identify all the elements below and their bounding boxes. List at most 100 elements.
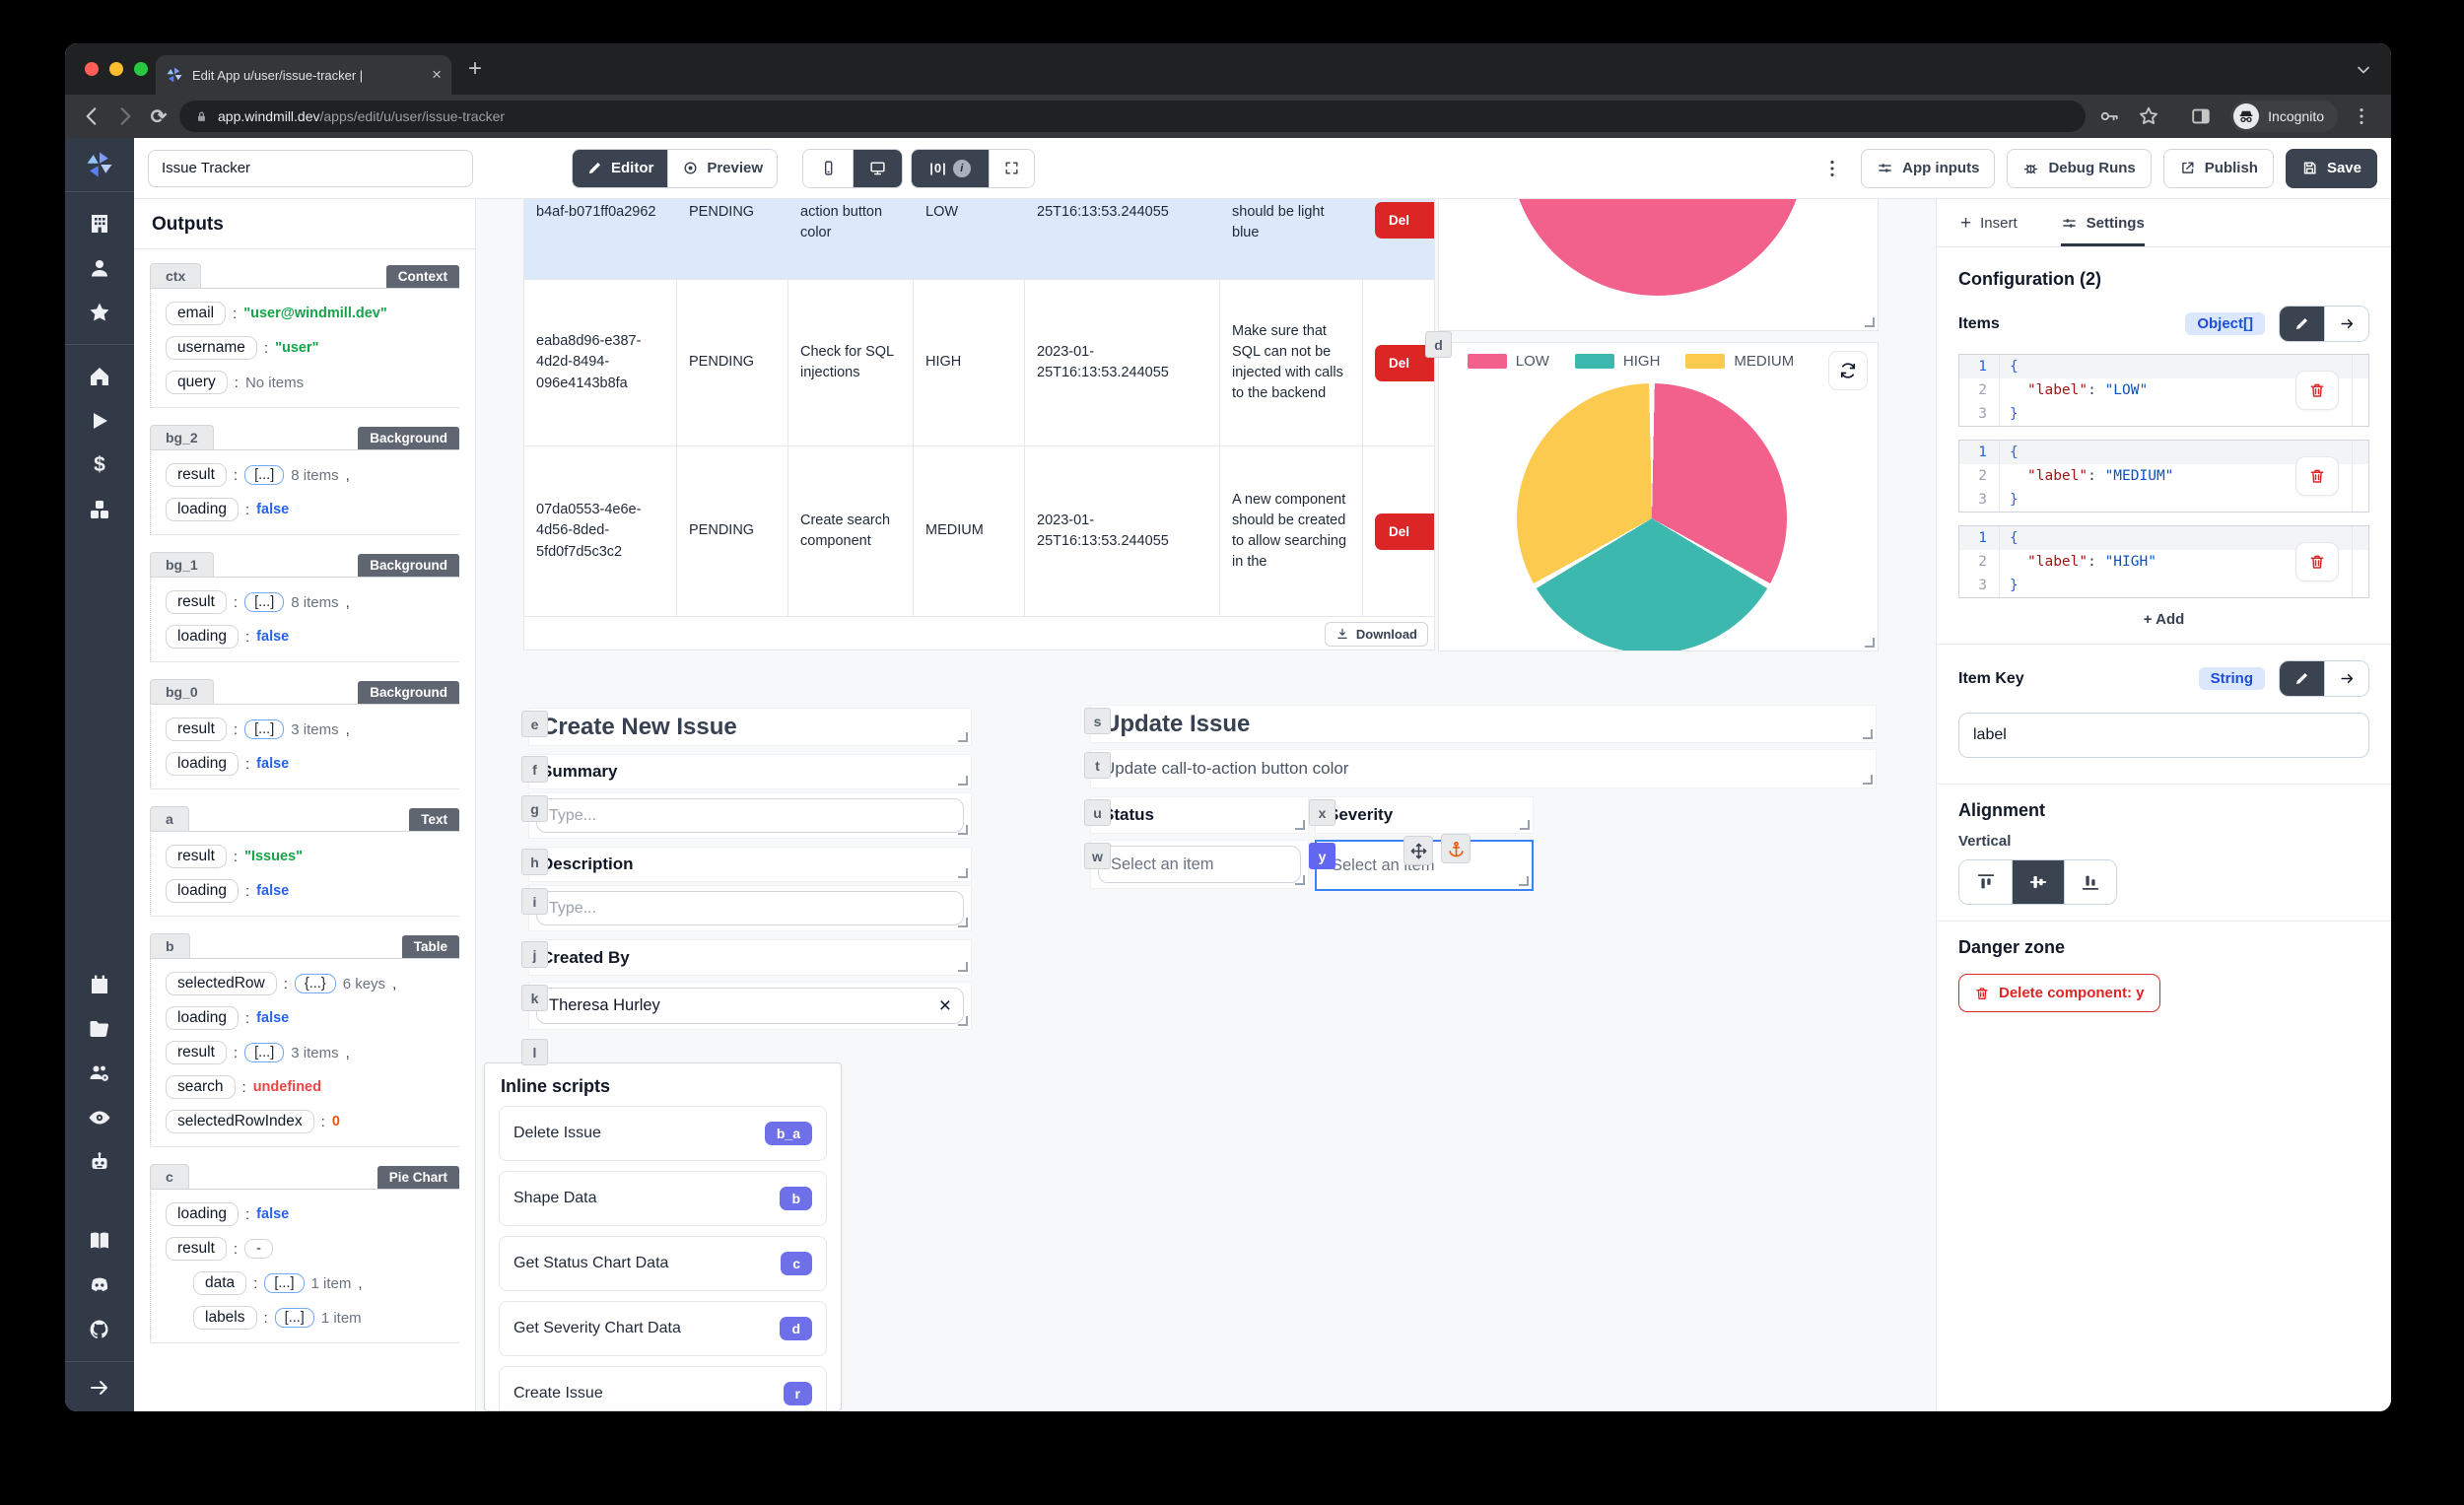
discord-icon[interactable] (88, 1273, 111, 1297)
inline-script-item[interactable]: Get Status Chart Data c (499, 1236, 827, 1291)
password-key-icon[interactable] (2098, 105, 2120, 127)
tab-insert[interactable]: + Insert (1960, 212, 2018, 234)
download-button[interactable]: Download (1324, 621, 1428, 647)
output-key[interactable]: selectedRow (166, 972, 277, 995)
incognito-badge[interactable]: Incognito (2230, 101, 2338, 132)
output-key[interactable]: labels (193, 1306, 257, 1330)
table-row[interactable]: b4af-b071ff0a2962 PENDING action button co… (524, 199, 1434, 279)
component-tab-l[interactable]: l (521, 1039, 548, 1065)
add-item-button[interactable]: + Add (2143, 611, 2185, 628)
output-section-id[interactable]: a (150, 806, 189, 831)
browser-menu-icon[interactable] (2351, 105, 2372, 127)
component-tab-s[interactable]: s (1084, 708, 1111, 734)
output-key[interactable]: query (166, 371, 228, 394)
component-tab-i[interactable]: i (521, 888, 548, 915)
output-section-id[interactable]: c (150, 1164, 189, 1189)
anchor-component-button[interactable] (1441, 834, 1471, 863)
clear-selection-icon[interactable]: × (938, 994, 951, 1017)
update-issue-subtitle[interactable]: Update call-to-action button color (1090, 749, 1877, 788)
tab-close-icon[interactable]: × (432, 65, 442, 84)
update-issue-title[interactable]: Update Issue (1090, 705, 1877, 743)
reload-icon[interactable]: ⟳ (150, 105, 168, 128)
expand-chip[interactable]: {...} (294, 974, 336, 993)
item-key-input[interactable] (1958, 713, 2369, 758)
table-row[interactable]: 07da0553-4e6e-4d56-8ded-5fd0f7d5c3c2 PEND… (524, 445, 1434, 616)
publish-button[interactable]: Publish (2162, 148, 2274, 188)
expand-chip[interactable]: - (244, 1239, 273, 1259)
expand-chip[interactable]: [...] (244, 719, 285, 739)
component-tab-x[interactable]: x (1309, 799, 1335, 826)
close-window-button[interactable] (85, 62, 99, 76)
back-icon[interactable] (79, 103, 104, 129)
table-component[interactable]: b4af-b071ff0a2962 PENDING action button co… (523, 199, 1435, 650)
calendar-icon[interactable] (88, 973, 111, 996)
minimize-window-button[interactable] (109, 62, 123, 76)
align-top-button[interactable] (1959, 860, 2012, 904)
output-key[interactable]: loading (166, 879, 239, 903)
output-key[interactable]: email (166, 302, 227, 325)
output-section-id[interactable]: b (150, 933, 190, 958)
editor-button[interactable]: Editor (573, 149, 668, 187)
preview-button[interactable]: Preview (667, 149, 778, 187)
output-key[interactable]: result (166, 590, 227, 614)
delete-item-button[interactable] (2295, 542, 2339, 581)
align-bottom-button[interactable] (2064, 860, 2116, 904)
output-key[interactable]: result (166, 463, 227, 487)
legend-item[interactable]: HIGH (1574, 353, 1660, 370)
maximize-window-button[interactable] (134, 62, 148, 76)
home-icon[interactable] (88, 365, 111, 388)
save-button[interactable]: Save (2285, 148, 2377, 188)
item-key-connect-button[interactable] (2324, 661, 2368, 696)
users-icon[interactable] (88, 1061, 111, 1085)
status-label[interactable]: Status (1090, 796, 1309, 834)
severity-pie-chart-component[interactable]: LOW HIGH MEDIUM (1438, 342, 1879, 651)
address-bar[interactable]: app.windmill.dev/apps/edit/u/user/issue-… (179, 101, 2087, 132)
cubes-icon[interactable] (88, 498, 111, 521)
windmill-logo-icon[interactable] (85, 150, 114, 179)
item-json-editor[interactable]: 1{2 "label": "MEDIUM" 3} (1958, 440, 2369, 513)
created-by-select[interactable]: Theresa Hurley × (536, 988, 964, 1024)
output-section-id[interactable]: bg_2 (150, 425, 214, 449)
folder-icon[interactable] (88, 1017, 111, 1041)
status-select[interactable]: Select an item (1098, 846, 1301, 883)
output-key[interactable]: result (166, 1041, 227, 1064)
mobile-view-button[interactable] (803, 149, 854, 187)
expand-chip[interactable]: [...] (244, 592, 285, 612)
delete-row-button[interactable]: Del (1375, 202, 1434, 239)
output-key[interactable]: result (166, 845, 227, 868)
fullscreen-button[interactable] (989, 149, 1035, 187)
refresh-chart-button[interactable] (1828, 351, 1868, 390)
inline-script-item[interactable]: Delete Issue b_a (499, 1106, 827, 1161)
component-tab-d[interactable]: d (1425, 331, 1452, 358)
output-section-id[interactable]: ctx (150, 263, 202, 288)
expand-chip[interactable]: [...] (274, 1308, 314, 1328)
component-tab-e[interactable]: e (521, 711, 548, 737)
output-key[interactable]: result (166, 1237, 227, 1261)
output-key[interactable]: loading (166, 498, 239, 521)
items-connect-button[interactable] (2324, 307, 2368, 341)
component-tab-w[interactable]: w (1084, 843, 1111, 869)
item-json-editor[interactable]: 1{2 "label": "HIGH" 3} (1958, 525, 2369, 598)
delete-item-button[interactable] (2295, 371, 2339, 410)
delete-item-button[interactable] (2295, 456, 2339, 496)
status-pie-chart-component[interactable] (1438, 199, 1879, 331)
app-inputs-button[interactable]: App inputs (1861, 148, 1996, 188)
output-key[interactable]: search (166, 1075, 236, 1099)
summary-input[interactable] (536, 798, 964, 833)
severity-label[interactable]: Severity (1315, 796, 1534, 834)
tab-settings[interactable]: Settings (2060, 199, 2145, 246)
delete-row-button[interactable]: Del (1375, 513, 1434, 550)
play-icon[interactable] (88, 409, 111, 433)
expand-chip[interactable]: [...] (264, 1273, 305, 1293)
item-json-editor[interactable]: 1{2 "label": "LOW" 3} (1958, 354, 2369, 427)
output-key[interactable]: username (166, 336, 257, 360)
output-key[interactable]: data (193, 1271, 247, 1295)
browser-tab[interactable]: Edit App u/user/issue-tracker | × (156, 55, 451, 95)
component-tab-h[interactable]: h (521, 849, 548, 875)
more-options-icon[interactable] (1821, 158, 1843, 179)
output-key[interactable]: selectedRowIndex (166, 1110, 314, 1133)
description-label[interactable]: Description (528, 847, 972, 882)
table-row[interactable]: eaba8d96-e387-4d2d-8494-096e4143b8fa PEND… (524, 279, 1434, 445)
arrow-right-icon[interactable] (88, 1376, 111, 1400)
desktop-view-button[interactable] (853, 149, 903, 187)
